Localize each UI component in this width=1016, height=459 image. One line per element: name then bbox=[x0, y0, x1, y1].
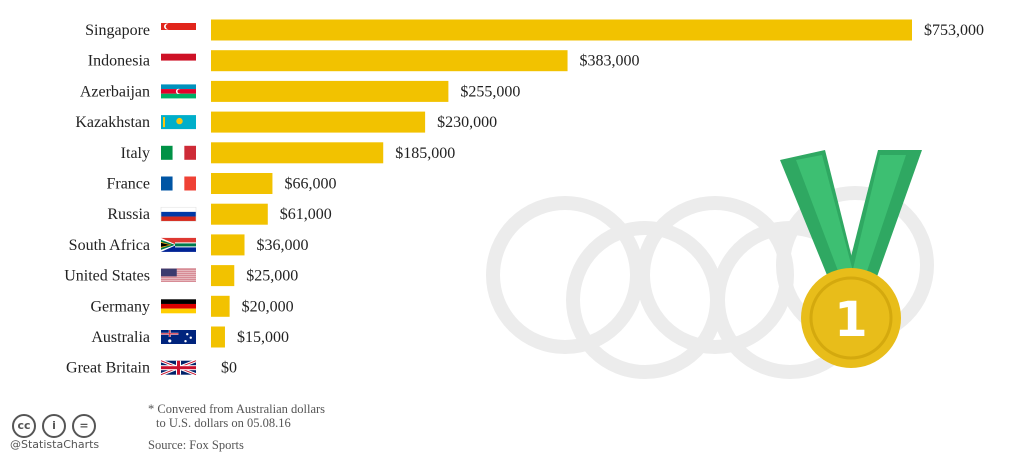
source-label: Source: Fox Sports bbox=[148, 438, 244, 452]
category-label: Italy bbox=[121, 145, 150, 162]
category-label: South Africa bbox=[69, 237, 150, 254]
germany-flag-icon bbox=[161, 299, 196, 314]
category-label: Australia bbox=[91, 329, 150, 346]
medal-inner-ring bbox=[809, 276, 893, 360]
bar-row: Singapore $753,000 bbox=[85, 19, 984, 41]
bar-row: Indonesia $383,000 bbox=[88, 50, 640, 72]
france-flag-icon bbox=[161, 176, 196, 191]
currency-note-line2: to U.S. dollars on 05.08.16 bbox=[156, 416, 291, 430]
bar bbox=[211, 80, 449, 102]
value-label: $61,000 bbox=[280, 206, 332, 223]
category-label: Singapore bbox=[85, 22, 150, 39]
value-label: $36,000 bbox=[257, 237, 309, 254]
united-states-flag-icon bbox=[161, 268, 196, 283]
bar-row: United States $25,000 bbox=[64, 265, 298, 287]
medal-number: 1 bbox=[834, 292, 867, 348]
creative-commons-icon: cc bbox=[12, 414, 36, 438]
bar bbox=[211, 173, 273, 194]
bar bbox=[211, 203, 268, 225]
italy-flag-icon bbox=[161, 145, 196, 160]
bar bbox=[211, 50, 568, 72]
statista-handle: @StatistaCharts bbox=[10, 438, 100, 451]
value-label: $66,000 bbox=[284, 176, 336, 193]
category-label: Indonesia bbox=[88, 53, 150, 70]
russia-flag-icon bbox=[160, 206, 197, 222]
value-label: $15,000 bbox=[237, 329, 289, 346]
medal-ribbon-right-highlight bbox=[848, 155, 906, 292]
south-africa-flag-icon bbox=[161, 237, 196, 252]
bar-row: Azerbaijan $255,000 bbox=[80, 80, 520, 102]
no-derivatives-icon: = bbox=[72, 414, 96, 438]
bar bbox=[211, 295, 230, 317]
singapore-flag-icon bbox=[161, 23, 196, 37]
bar bbox=[211, 111, 426, 133]
bar-row: Great Britain $0 bbox=[66, 359, 237, 377]
olympic-ring bbox=[486, 196, 644, 354]
bar-row: South Africa $36,000 bbox=[69, 234, 309, 256]
medal-disc bbox=[801, 268, 901, 368]
category-label: Kazakhstan bbox=[75, 114, 150, 131]
bar-row: Australia $15,000 bbox=[91, 326, 289, 348]
bar bbox=[211, 326, 225, 348]
bar bbox=[211, 234, 245, 256]
value-label: $185,000 bbox=[395, 145, 455, 162]
value-label: $753,000 bbox=[924, 22, 984, 39]
great-britain-flag-icon bbox=[160, 359, 197, 377]
value-label: $25,000 bbox=[246, 268, 298, 285]
bar bbox=[211, 19, 912, 41]
value-label: $20,000 bbox=[242, 298, 294, 315]
gold-medal-icon: 1 bbox=[780, 150, 922, 368]
indonesia-flag-icon bbox=[161, 53, 196, 68]
medal-ribbon-left-highlight bbox=[796, 155, 858, 292]
category-label: France bbox=[106, 176, 150, 193]
value-label: $383,000 bbox=[580, 53, 640, 70]
category-label: Azerbaijan bbox=[80, 83, 150, 100]
category-label: Russia bbox=[107, 206, 150, 223]
category-label: Germany bbox=[90, 298, 150, 315]
currency-note-line1: * Convered from Australian dollars bbox=[148, 402, 326, 416]
azerbaijan-flag-icon bbox=[161, 84, 196, 99]
bar bbox=[211, 142, 384, 164]
olympic-rings-icon bbox=[486, 186, 934, 379]
bar-row: Germany $20,000 bbox=[90, 295, 294, 317]
currency-note: * Convered from Australian dollars to U.… bbox=[148, 402, 438, 430]
attribution-icon: i bbox=[42, 414, 66, 438]
category-label: Great Britain bbox=[66, 360, 150, 377]
footer: cc i = @StatistaCharts * Convered from A… bbox=[8, 402, 528, 457]
bar-row: France $66,000 bbox=[106, 173, 336, 194]
value-label: $0 bbox=[221, 360, 237, 377]
bar-row: Russia $61,000 bbox=[107, 203, 332, 225]
bar bbox=[211, 265, 235, 287]
value-label: $255,000 bbox=[460, 83, 520, 100]
bar-row: Kazakhstan $230,000 bbox=[75, 111, 497, 133]
kazakhstan-flag-icon bbox=[161, 115, 196, 130]
bar-row: Italy $185,000 bbox=[121, 142, 455, 164]
value-label: $230,000 bbox=[437, 114, 497, 131]
australia-flag-icon bbox=[161, 330, 196, 344]
category-label: United States bbox=[64, 268, 150, 285]
